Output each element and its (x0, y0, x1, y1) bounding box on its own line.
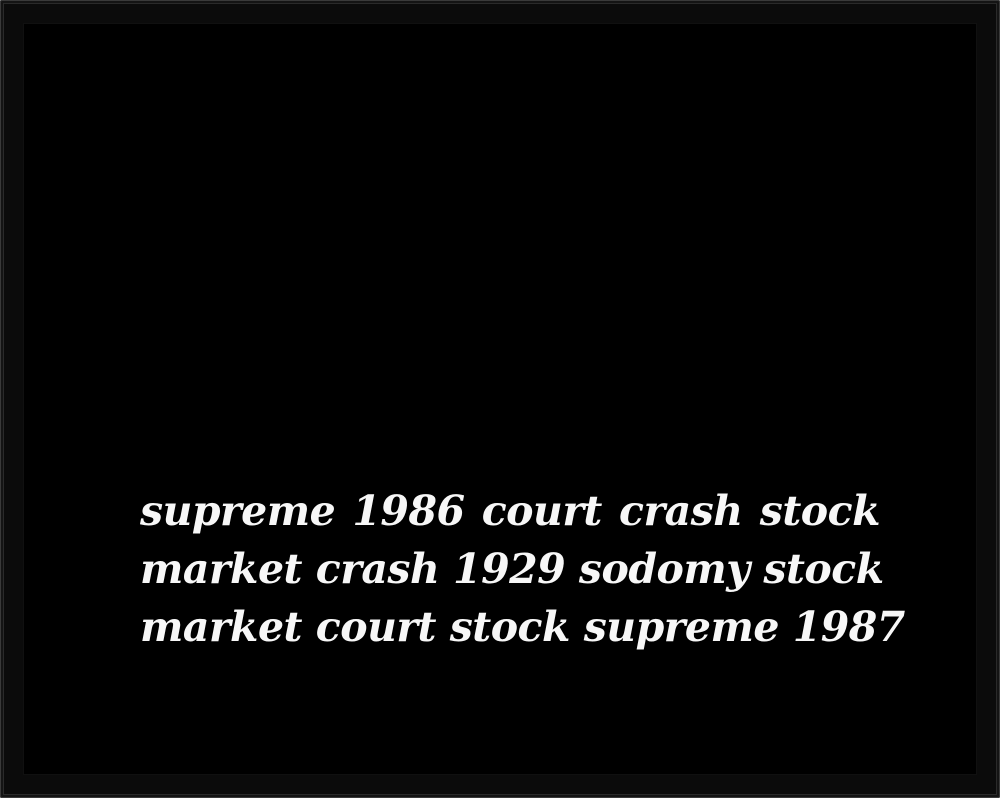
text-line-1: supreme 1986 court crash stock (140, 487, 881, 535)
text-line-2: market crash 1929 sodomy stock (140, 545, 884, 593)
black-panel (24, 24, 976, 774)
text-line-3: market court stock supreme 1987 (140, 603, 905, 651)
text-block: supreme 1986 court crash stock market cr… (140, 482, 905, 656)
